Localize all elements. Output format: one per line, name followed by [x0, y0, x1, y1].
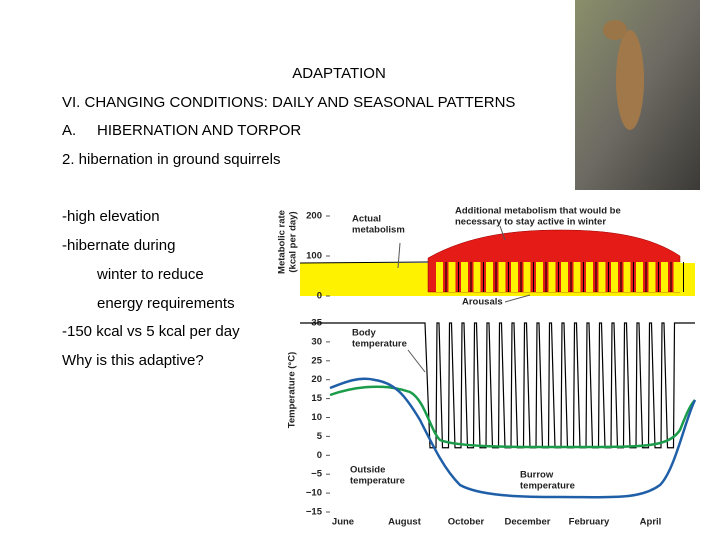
month-label: August — [388, 517, 422, 528]
actual-metabolism-line — [299, 261, 429, 264]
torpor-gap — [561, 262, 568, 292]
annotation: temperature — [352, 339, 407, 350]
torpor-gap — [498, 262, 506, 292]
temperature-tick-label: 10 — [311, 412, 322, 423]
month-label: December — [505, 517, 551, 528]
annotation: Outside — [350, 465, 385, 476]
torpor-gap — [661, 262, 668, 292]
torpor-gap — [461, 262, 468, 292]
temperature-tick-label: −15 — [306, 507, 323, 518]
slide-title: ADAPTATION — [292, 65, 386, 82]
torpor-gap — [611, 262, 618, 292]
torpor-gap — [523, 262, 531, 292]
bullet: Why is this adaptive? — [62, 352, 204, 369]
annotation-pointer — [499, 225, 506, 241]
temperature-axis-title: Temperature (°C) — [287, 352, 298, 428]
squirrel-head — [603, 20, 627, 40]
bullet: energy requirements — [97, 295, 235, 312]
temperature-tick-label: −5 — [311, 469, 323, 480]
torpor-gap — [623, 262, 631, 292]
section-title: HIBERNATION AND TORPOR — [97, 122, 301, 139]
bullet: -high elevation — [62, 208, 160, 225]
torpor-gap — [511, 262, 518, 292]
torpor-gap — [448, 262, 456, 292]
heading: VI. CHANGING CONDITIONS: DAILY AND SEASO… — [62, 94, 515, 111]
annotation: temperature — [350, 476, 405, 487]
torpor-gap — [436, 262, 443, 292]
annotation: Actual — [352, 214, 381, 225]
torpor-gap — [573, 262, 581, 292]
metabolic-axis-title: (kcal per day) — [288, 211, 299, 272]
temperature-tick-label: 20 — [311, 374, 322, 385]
temperature-tick-label: 15 — [311, 393, 322, 404]
torpor-gap — [486, 262, 493, 292]
metabolic-tick-label: 0 — [317, 291, 322, 302]
temperature-tick-label: −10 — [306, 488, 322, 499]
torpor-gap — [673, 262, 681, 292]
torpor-gap — [648, 262, 656, 292]
annotation-pointer — [397, 242, 401, 269]
torpor-gap — [473, 262, 481, 292]
temperature-tick-label: 0 — [317, 450, 322, 461]
month-label: April — [640, 517, 662, 528]
subheading: 2. hibernation in ground squirrels — [62, 151, 280, 168]
torpor-gap — [636, 262, 643, 292]
annotation-pointer — [407, 349, 426, 373]
annotation: temperature — [520, 481, 575, 492]
annotation: Arousals — [462, 297, 503, 308]
bullet: -hibernate during — [62, 237, 175, 254]
bullet: winter to reduce — [96, 266, 204, 283]
month-label: February — [569, 517, 610, 528]
outside-temperature — [329, 377, 697, 499]
month-label: October — [448, 517, 485, 528]
temperature-tick-label: 25 — [311, 355, 322, 366]
burrow-temperature — [329, 385, 696, 449]
annotation: Additional metabolism that would be — [455, 206, 621, 217]
temperature-tick-label: 5 — [317, 431, 323, 442]
month-label: June — [332, 517, 354, 528]
bullet: -150 kcal vs 5 kcal per day — [62, 323, 240, 340]
torpor-gap — [548, 262, 556, 292]
squirrel-body — [616, 30, 644, 130]
section-label: A. — [62, 122, 76, 139]
metabolic-tick-label: 100 — [306, 251, 322, 262]
metabolic-axis-title: Metabolic rate — [277, 210, 288, 274]
annotation: Body — [352, 328, 376, 339]
annotation-pointer — [504, 294, 531, 303]
body-temperature — [300, 322, 695, 449]
torpor-gap — [586, 262, 593, 292]
temperature-tick-label: 30 — [311, 336, 322, 347]
torpor-gap — [598, 262, 606, 292]
metabolic-tick-label: 200 — [306, 211, 322, 222]
torpor-gap — [536, 262, 543, 292]
annotation: necessary to stay active in winter — [455, 217, 606, 228]
annotation: Burrow — [520, 470, 554, 481]
annotation: metabolism — [352, 225, 405, 236]
